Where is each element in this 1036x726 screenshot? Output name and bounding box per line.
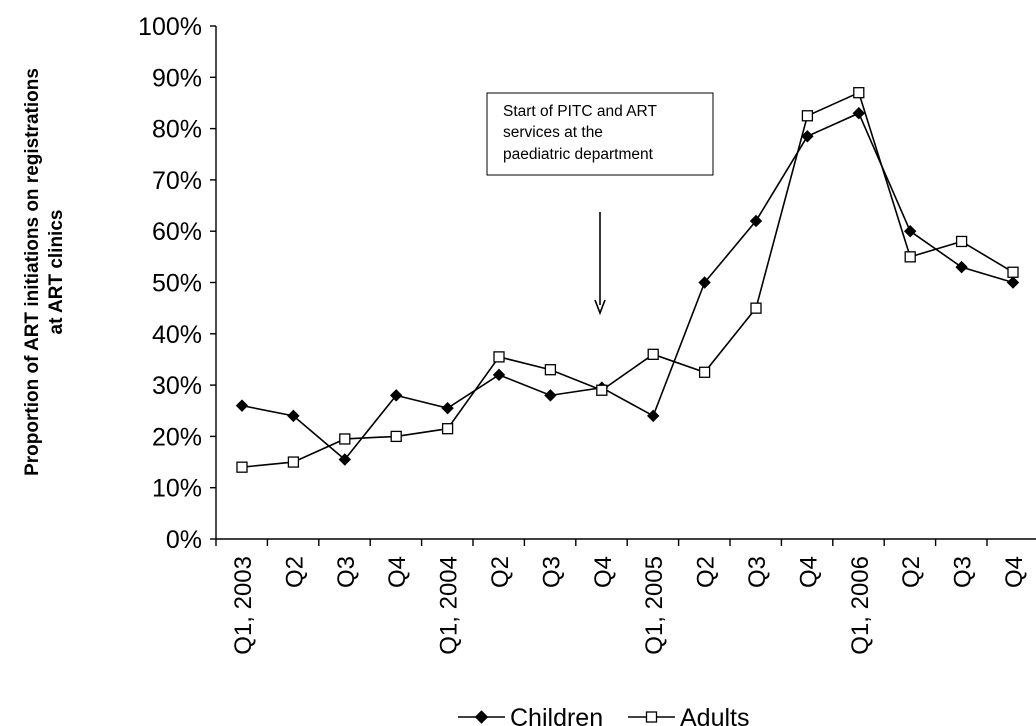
data-point-children (441, 401, 454, 415)
data-point-adults (339, 433, 351, 445)
y-axis-title: Proportion of ART initiations on registr… (22, 68, 67, 476)
data-point-adults (801, 110, 814, 122)
x-tick-label: Q3 (744, 556, 771, 588)
y-tick-label: 60% (152, 218, 202, 246)
data-point-children (338, 453, 352, 466)
y-tick-label: 50% (152, 270, 202, 298)
x-tick-label: Q1, 2006 (847, 556, 874, 655)
data-point-adults (955, 235, 968, 248)
data-point-adults (853, 87, 865, 99)
legend-item-adults: Adults (628, 704, 749, 726)
legend-children-label: Children (510, 704, 603, 726)
y-tick-label: 0% (166, 526, 202, 554)
annotation-line-1: Start of PITC and ART (503, 103, 657, 120)
y-tick-label: 40% (152, 321, 202, 349)
data-point-adults (287, 456, 300, 468)
data-point-adults (698, 366, 711, 378)
data-point-adults (904, 251, 916, 263)
y-tick-label: 80% (152, 116, 202, 144)
data-point-adults (236, 461, 248, 473)
data-point-adults (493, 351, 505, 363)
x-tick-label: Q4 (1001, 556, 1028, 588)
legend-adults-label: Adults (680, 704, 749, 726)
data-point-children (646, 409, 660, 423)
data-point-children (698, 276, 711, 289)
y-tick-label: 30% (152, 372, 202, 400)
x-tick-label: Q2 (487, 556, 514, 588)
legend: Children Adults (458, 704, 749, 726)
y-axis-title-line-2: at ART clinics (46, 210, 67, 335)
y-tick-label: 70% (152, 167, 202, 195)
data-point-adults (1007, 266, 1019, 278)
x-tick-label: Q4 (590, 556, 617, 588)
data-point-adults (390, 430, 402, 443)
x-axis: Q1, 2003 Q2 Q3 Q4 Q1, 2004 Q2 Q3 Q4 Q1, 2005 Q2 Q3… (215, 538, 1036, 655)
y-axis-title-line-1: Proportion of ART initiations on registr… (22, 68, 43, 476)
data-point-children (544, 389, 557, 402)
data-point-adults (441, 423, 454, 435)
x-tick-label: Q3 (333, 556, 360, 588)
data-point-children (235, 399, 249, 412)
data-point-children (389, 389, 403, 402)
x-tick-label: Q3 (950, 556, 977, 588)
data-point-adults (750, 302, 762, 314)
y-tick-label: 100% (138, 13, 202, 41)
data-point-adults (647, 348, 659, 360)
series-adults (236, 87, 1019, 473)
legend-item-children: Children (458, 704, 603, 726)
y-tick-label: 10% (152, 475, 202, 503)
legend-adults-marker (645, 711, 658, 723)
annotation: Start of PITC and ART services at the pa… (486, 92, 714, 316)
x-tick-label: Q2 (898, 556, 925, 588)
annotation-box (486, 92, 714, 176)
x-tick-label: Q4 (384, 556, 411, 588)
x-tick-label: Q2 (281, 556, 308, 588)
x-tick-label: Q1, 2005 (641, 556, 668, 655)
x-tick-label: Q1, 2004 (436, 556, 463, 655)
data-point-adults (596, 384, 608, 396)
annotation-line-3: paediatric department (503, 146, 654, 163)
data-point-children (749, 214, 763, 228)
x-tick-label: Q1, 2003 (230, 556, 257, 655)
data-point-children (903, 224, 917, 238)
x-tick-label: Q4 (795, 556, 822, 588)
data-point-adults (544, 364, 557, 376)
y-tick-label: 20% (152, 423, 202, 451)
data-point-children (801, 130, 814, 143)
data-point-children (1006, 276, 1020, 289)
series-line-adults (241, 91, 1014, 468)
x-tick-label: Q3 (538, 556, 565, 588)
annotation-line-2: services at the (503, 124, 603, 141)
annotation-arrow-head (594, 299, 606, 316)
y-tick-label: 90% (152, 64, 202, 92)
series-layer (235, 87, 1020, 473)
x-tick-label: Q2 (693, 556, 720, 588)
data-point-children (287, 409, 300, 423)
data-point-children (492, 368, 506, 382)
data-point-children (852, 107, 866, 120)
data-point-children (955, 260, 968, 274)
legend-children-marker (474, 710, 489, 724)
y-axis: 0% 10% 20% 30% 40% 50% 60% 70% 80% 90% 100% (138, 13, 217, 554)
